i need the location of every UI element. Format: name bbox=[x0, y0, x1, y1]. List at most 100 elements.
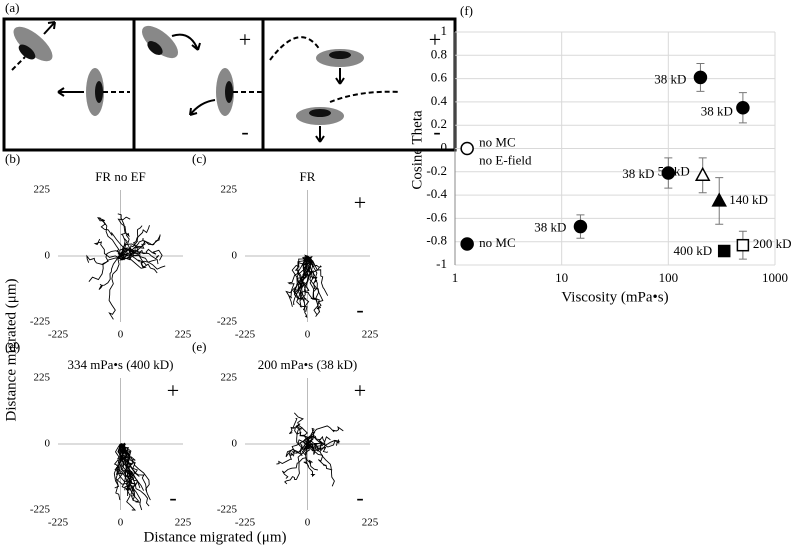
point-label: 400 kD bbox=[674, 243, 713, 258]
y-axis-label: Distance migrated (μm) bbox=[3, 279, 19, 422]
marker bbox=[693, 70, 708, 85]
y-tick-label: 0 bbox=[441, 139, 448, 154]
point-label: 140 kD bbox=[729, 192, 768, 207]
y-tick-label: 225 bbox=[221, 184, 238, 196]
x-tick-label: -225 bbox=[235, 329, 256, 341]
x-tick-label: 1 bbox=[452, 270, 459, 285]
point-label: 38 kD bbox=[654, 71, 686, 86]
x-tick-label: 225 bbox=[362, 517, 379, 529]
y-tick-label: -225 bbox=[217, 316, 238, 328]
path bbox=[329, 90, 401, 103]
y-tick-label: 0.6 bbox=[431, 70, 448, 85]
track bbox=[307, 443, 335, 487]
track bbox=[88, 250, 121, 282]
sign: - bbox=[169, 485, 176, 510]
track bbox=[294, 255, 308, 304]
path bbox=[11, 56, 26, 71]
y-tick-label: 0.2 bbox=[431, 116, 447, 131]
sign: + bbox=[167, 378, 179, 403]
point-label: no MC bbox=[479, 235, 515, 250]
point bbox=[717, 244, 731, 258]
x-tick-label: 0 bbox=[305, 517, 311, 529]
track bbox=[287, 255, 308, 299]
marker bbox=[736, 100, 750, 115]
cell bbox=[141, 25, 179, 59]
y-tick-label: 0.4 bbox=[431, 93, 448, 108]
track bbox=[284, 443, 309, 485]
track bbox=[293, 255, 313, 306]
point bbox=[736, 92, 750, 124]
track bbox=[307, 255, 321, 313]
point bbox=[694, 157, 711, 194]
y-tick-label: -1 bbox=[436, 256, 447, 271]
x-tick-label: -225 bbox=[48, 517, 69, 529]
point bbox=[573, 214, 588, 239]
marker bbox=[460, 237, 474, 251]
sign: + bbox=[354, 190, 366, 215]
track bbox=[281, 443, 310, 479]
arrow bbox=[57, 87, 84, 97]
y-tick-label: 0 bbox=[45, 438, 51, 450]
sign: - bbox=[241, 119, 248, 144]
track bbox=[293, 412, 310, 445]
track bbox=[120, 443, 151, 501]
y-tick-label: -0.4 bbox=[426, 186, 447, 201]
y-tick-label: -0.8 bbox=[426, 233, 447, 248]
chart-title: 334 mPa•s (400 kD) bbox=[67, 357, 173, 372]
x-tick-label: -225 bbox=[48, 329, 69, 341]
point-label: 38 kD bbox=[534, 220, 566, 235]
arrow bbox=[189, 99, 216, 116]
point-label: no MC bbox=[479, 134, 515, 149]
track bbox=[305, 255, 329, 296]
track bbox=[120, 234, 161, 257]
track bbox=[116, 443, 141, 503]
marker bbox=[711, 192, 727, 207]
nucleus bbox=[329, 51, 351, 59]
point-label: 38 kD bbox=[701, 104, 733, 119]
arrow bbox=[335, 68, 345, 85]
chart-title: FR bbox=[300, 169, 316, 184]
y-tick-label: -225 bbox=[30, 504, 51, 516]
track bbox=[93, 238, 124, 261]
sign: - bbox=[433, 119, 440, 144]
y-tick-label: -225 bbox=[217, 504, 238, 516]
sign: - bbox=[356, 485, 363, 510]
y-tick-label: 0 bbox=[232, 438, 238, 450]
x-tick-label: 225 bbox=[362, 329, 379, 341]
sign: + bbox=[429, 27, 441, 52]
point bbox=[736, 230, 750, 260]
point-label: no E-field bbox=[479, 152, 532, 167]
y-tick-label: 0 bbox=[232, 250, 238, 262]
track bbox=[120, 443, 135, 497]
x-tick-label: 225 bbox=[175, 329, 192, 341]
point bbox=[693, 62, 708, 92]
y-tick-label: 225 bbox=[221, 372, 238, 384]
sign: - bbox=[356, 297, 363, 322]
marker bbox=[717, 244, 731, 258]
point-label: 200 kD bbox=[753, 236, 792, 251]
x-tick-label: 0 bbox=[118, 517, 124, 529]
nucleus bbox=[18, 44, 36, 60]
chart-title: FR no EF bbox=[95, 169, 146, 184]
track bbox=[98, 255, 121, 290]
x-tick-label: 0 bbox=[118, 329, 124, 341]
nucleus bbox=[147, 41, 163, 55]
x-tick-label: 225 bbox=[175, 517, 192, 529]
track bbox=[120, 253, 158, 274]
cell bbox=[13, 26, 53, 62]
x-axis-label: Viscosity (mPa•s) bbox=[561, 289, 668, 305]
x-tick-label: 0 bbox=[305, 329, 311, 341]
panel-label: (d) bbox=[5, 339, 20, 354]
x-tick-label: 100 bbox=[659, 270, 679, 285]
diagram-a: + - + - bbox=[2, 17, 457, 152]
track bbox=[114, 442, 123, 501]
y-tick-label: 0 bbox=[45, 250, 51, 262]
y-tick-label: -0.2 bbox=[426, 163, 447, 178]
y-tick-label: 1 bbox=[441, 23, 448, 38]
arrow bbox=[171, 33, 201, 51]
x-tick-label: -225 bbox=[235, 517, 256, 529]
panel-label: (e) bbox=[192, 339, 206, 354]
track bbox=[295, 255, 313, 293]
point bbox=[460, 141, 474, 156]
track bbox=[117, 213, 126, 257]
